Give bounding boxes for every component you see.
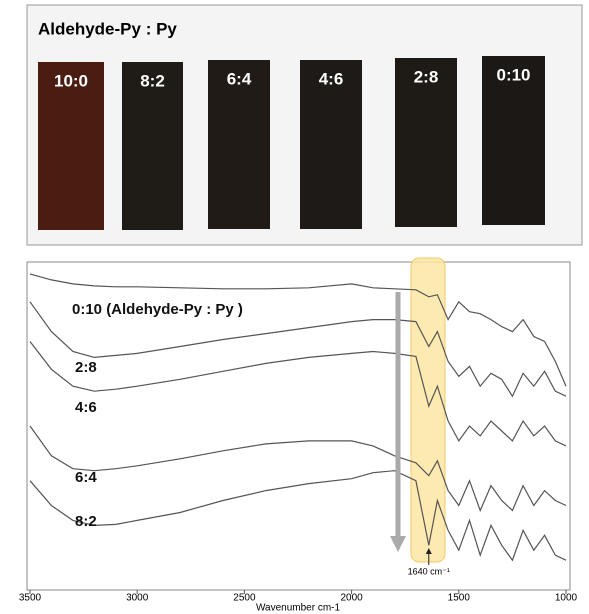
series-label: 6:4 [75, 469, 97, 486]
x-tick-label: 1500 [448, 593, 471, 604]
swatch-label: 4:6 [319, 69, 344, 88]
swatch [482, 56, 545, 225]
series-label: 8:2 [75, 513, 97, 530]
panel-title: Aldehyde-Py : Py [38, 19, 177, 38]
x-tick-label: 3500 [19, 593, 42, 604]
x-tick-label: 1000 [555, 593, 578, 604]
x-tick-label: 3000 [126, 593, 149, 604]
highlight-band [410, 257, 446, 563]
swatch [300, 60, 362, 229]
swatch [122, 62, 183, 230]
swatch-label: 0:10 [496, 65, 530, 84]
swatch-label: 6:4 [227, 69, 252, 88]
series-label: 0:10 (Aldehyde-Py : Py ) [72, 301, 243, 318]
spectrum-line [29, 470, 567, 562]
spectrum-line [29, 301, 567, 398]
plot-frame [26, 261, 571, 591]
trend-arrow-head [390, 536, 406, 552]
swatch-label: 8:2 [140, 71, 165, 90]
series-label: 2:8 [75, 359, 97, 376]
swatch-label: 10:0 [54, 71, 88, 90]
x-tick-label: 2000 [340, 593, 363, 604]
spectrum-line [29, 341, 567, 447]
series-label: 4:6 [75, 399, 97, 416]
annotation-bg [404, 565, 455, 578]
spectrum-line [29, 273, 567, 387]
swatch [38, 62, 104, 230]
annotation-label: 1640 cm⁻¹ [408, 566, 450, 576]
spectrum-line [29, 425, 567, 513]
swatch [208, 60, 270, 229]
x-axis-label: Wavenumber cm-1 [256, 603, 341, 614]
x-tick-label: 2500 [233, 593, 256, 604]
swatch-label: 2:8 [414, 67, 439, 86]
swatch [395, 58, 457, 227]
annotation-arrow-head [425, 548, 432, 554]
